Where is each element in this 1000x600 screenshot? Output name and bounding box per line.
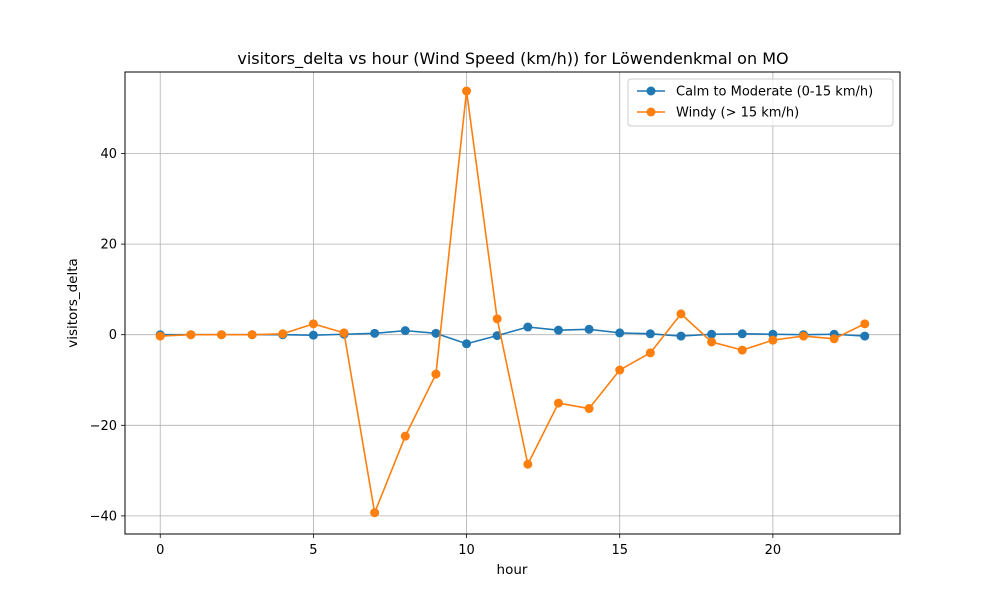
- data-point: [339, 328, 349, 338]
- x-tick-label: 5: [309, 543, 317, 558]
- data-point: [645, 329, 655, 339]
- data-point: [584, 324, 594, 334]
- plot-area-frame: [124, 71, 901, 535]
- legend-item: Windy (> 15 km/h): [637, 106, 799, 121]
- legend-label: Windy (> 15 km/h): [676, 106, 799, 121]
- data-point: [615, 328, 625, 338]
- data-point: [707, 329, 717, 339]
- series-2: [155, 86, 870, 518]
- data-point: [186, 330, 196, 340]
- data-point: [308, 319, 318, 329]
- legend-swatch-marker: [646, 107, 656, 117]
- data-point: [553, 398, 563, 408]
- data-point: [400, 326, 410, 336]
- data-point: [707, 337, 717, 347]
- data-point: [523, 459, 533, 469]
- data-point: [247, 330, 257, 340]
- series-line: [160, 90, 866, 514]
- x-axis-ticks: 0 5 10 15 20: [156, 534, 781, 558]
- data-point: [584, 404, 594, 414]
- data-point: [553, 325, 563, 335]
- data-point: [829, 334, 839, 344]
- data-point: [523, 322, 533, 332]
- series-layer: [155, 86, 870, 518]
- x-tick-label: 10: [458, 543, 475, 558]
- data-point: [400, 431, 410, 441]
- data-point: [737, 345, 747, 355]
- data-point: [492, 314, 502, 324]
- data-point: [860, 319, 870, 329]
- data-point: [155, 331, 165, 341]
- chart-title: visitors_delta vs hour (Wind Speed (km/h…: [237, 49, 788, 69]
- x-tick-label: 0: [156, 543, 164, 558]
- data-point: [615, 365, 625, 375]
- data-point: [370, 508, 380, 518]
- legend-item: Calm to Moderate (0-15 km/h): [637, 85, 873, 100]
- y-tick-label: 20: [100, 238, 117, 253]
- data-point: [370, 328, 380, 338]
- data-point: [676, 309, 686, 319]
- data-point: [308, 330, 318, 340]
- data-point: [799, 331, 809, 341]
- data-point: [860, 331, 870, 341]
- data-point: [737, 329, 747, 339]
- y-axis-label: visitors_delta: [65, 258, 81, 348]
- data-point: [676, 331, 686, 341]
- data-point: [768, 335, 778, 345]
- legend-swatch-marker: [646, 86, 656, 96]
- y-axis-ticks: −40 −20 0 20 40: [90, 147, 125, 524]
- y-tick-label: −20: [90, 419, 117, 434]
- y-tick-label: 40: [100, 147, 117, 162]
- legend-box: [627, 78, 894, 127]
- x-tick-label: 15: [611, 543, 628, 558]
- data-point: [431, 328, 441, 338]
- data-point: [462, 86, 472, 96]
- data-point: [431, 369, 441, 379]
- data-point: [645, 348, 655, 358]
- data-point: [462, 339, 472, 349]
- legend: Calm to Moderate (0-15 km/h) Windy (> 15 …: [627, 78, 894, 127]
- legend-label: Calm to Moderate (0-15 km/h): [676, 85, 873, 100]
- y-tick-label: 0: [109, 328, 117, 343]
- y-tick-label: −40: [90, 509, 117, 524]
- x-axis-label: hour: [497, 562, 528, 578]
- data-point: [278, 329, 288, 339]
- data-point: [216, 330, 226, 340]
- x-tick-label: 20: [765, 543, 782, 558]
